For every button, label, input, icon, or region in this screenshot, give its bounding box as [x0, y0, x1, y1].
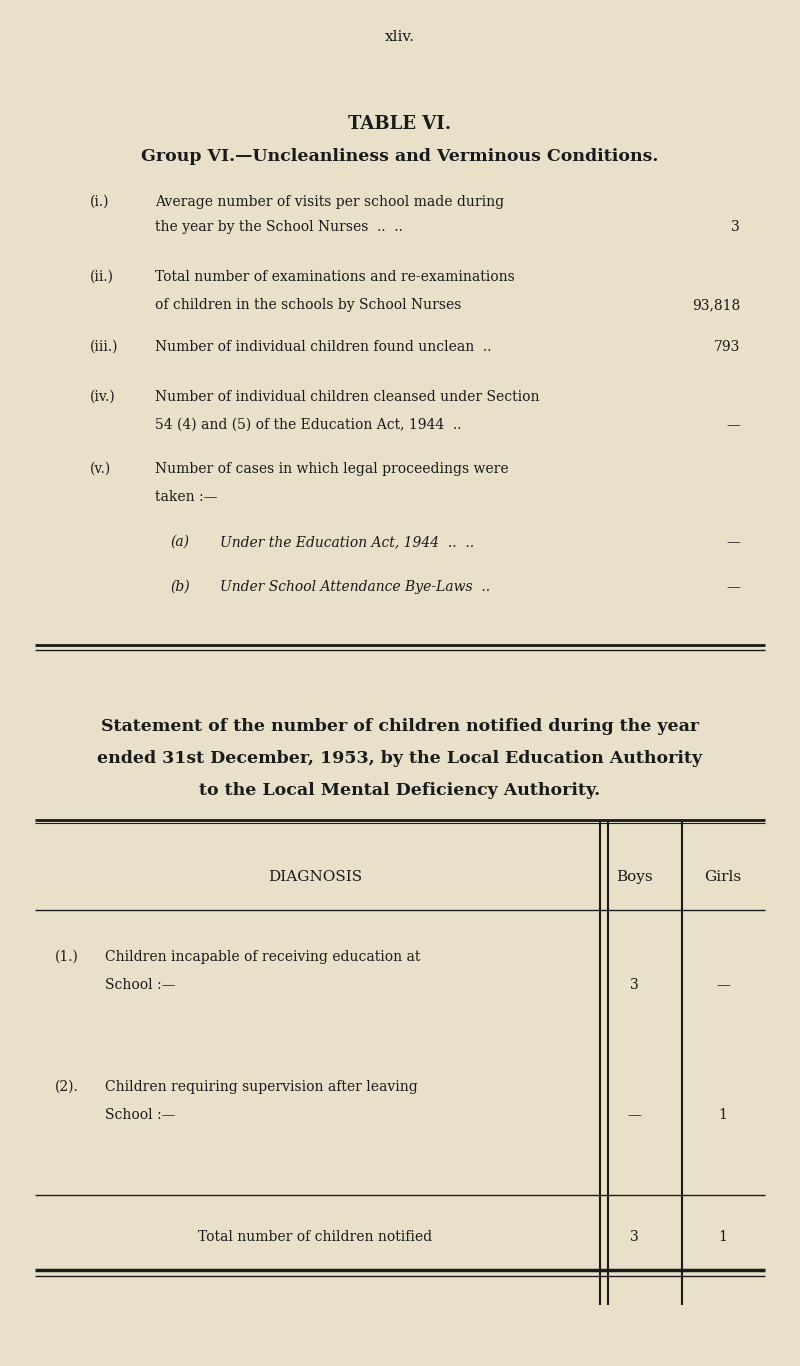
- Text: (a): (a): [170, 535, 189, 549]
- Text: Girls: Girls: [705, 870, 742, 884]
- Text: School :—: School :—: [105, 1108, 175, 1121]
- Text: Children requiring supervision after leaving: Children requiring supervision after lea…: [105, 1081, 418, 1094]
- Text: Children incapable of receiving education at: Children incapable of receiving educatio…: [105, 949, 420, 964]
- Text: (1.): (1.): [55, 949, 79, 964]
- Text: 1: 1: [718, 1108, 727, 1121]
- Text: Statement of the number of children notified during the year: Statement of the number of children noti…: [101, 719, 699, 735]
- Text: 1: 1: [718, 1229, 727, 1244]
- Text: (i.): (i.): [90, 195, 110, 209]
- Text: Under the Education Act, 1944  ..  ..: Under the Education Act, 1944 .. ..: [220, 535, 474, 549]
- Text: 93,818: 93,818: [692, 298, 740, 311]
- Text: (iii.): (iii.): [90, 340, 118, 354]
- Text: 3: 3: [630, 978, 638, 992]
- Text: to the Local Mental Deficiency Authority.: to the Local Mental Deficiency Authority…: [199, 781, 601, 799]
- Text: 54 (4) and (5) of the Education Act, 1944  ..: 54 (4) and (5) of the Education Act, 194…: [155, 418, 462, 432]
- Text: Total number of examinations and re-examinations: Total number of examinations and re-exam…: [155, 270, 514, 284]
- Text: Number of individual children found unclean  ..: Number of individual children found uncl…: [155, 340, 491, 354]
- Text: (ii.): (ii.): [90, 270, 114, 284]
- Text: ended 31st December, 1953, by the Local Education Authority: ended 31st December, 1953, by the Local …: [98, 750, 702, 766]
- Text: Number of individual children cleansed under Section: Number of individual children cleansed u…: [155, 391, 539, 404]
- Text: Group VI.—Uncleanliness and Verminous Conditions.: Group VI.—Uncleanliness and Verminous Co…: [142, 148, 658, 165]
- Text: DIAGNOSIS: DIAGNOSIS: [268, 870, 362, 884]
- Text: TABLE VI.: TABLE VI.: [349, 115, 451, 133]
- Text: (b): (b): [170, 581, 190, 594]
- Text: Total number of children notified: Total number of children notified: [198, 1229, 432, 1244]
- Text: —: —: [726, 535, 740, 549]
- Text: 793: 793: [714, 340, 740, 354]
- Text: —: —: [627, 1108, 641, 1121]
- Text: the year by the School Nurses  ..  ..: the year by the School Nurses .. ..: [155, 220, 403, 234]
- Text: Number of cases in which legal proceedings were: Number of cases in which legal proceedin…: [155, 462, 509, 475]
- Text: —: —: [716, 978, 730, 992]
- Text: Under School Attendance Bye-Laws  ..: Under School Attendance Bye-Laws ..: [220, 581, 490, 594]
- Text: taken :—: taken :—: [155, 490, 218, 504]
- Text: (iv.): (iv.): [90, 391, 116, 404]
- Text: 3: 3: [731, 220, 740, 234]
- Text: (2).: (2).: [55, 1081, 78, 1094]
- Text: School :—: School :—: [105, 978, 175, 992]
- Text: (v.): (v.): [90, 462, 111, 475]
- Text: Average number of visits per school made during: Average number of visits per school made…: [155, 195, 504, 209]
- Text: —: —: [726, 418, 740, 432]
- Text: xliv.: xliv.: [385, 30, 415, 44]
- Text: —: —: [726, 581, 740, 594]
- Text: 3: 3: [630, 1229, 638, 1244]
- Text: of children in the schools by School Nurses: of children in the schools by School Nur…: [155, 298, 462, 311]
- Text: Boys: Boys: [616, 870, 652, 884]
